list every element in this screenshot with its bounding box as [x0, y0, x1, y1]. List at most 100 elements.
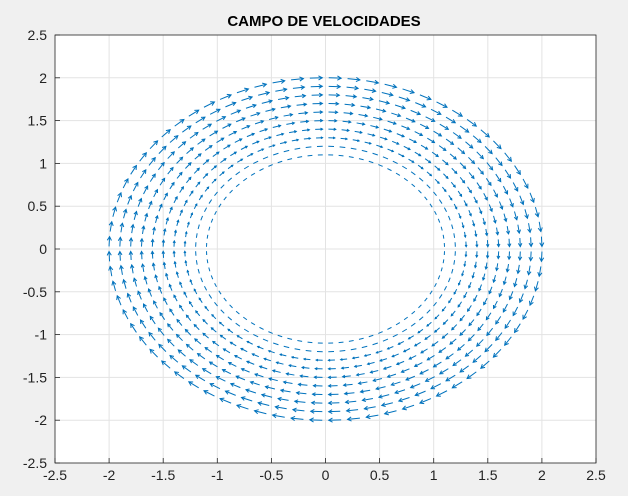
velocity-arrow: [433, 327, 441, 333]
velocity-arrow: [150, 238, 155, 247]
velocity-arrow: [387, 326, 392, 330]
velocity-arrow: [495, 227, 500, 236]
velocity-arrow: [235, 117, 246, 123]
velocity-arrow: [184, 259, 188, 267]
velocity-arrow: [495, 316, 502, 325]
velocity-arrow: [294, 147, 301, 150]
velocity-arrow: [243, 328, 249, 333]
velocity-arrow: [263, 357, 272, 362]
x-tick-label: -0.5: [259, 467, 283, 483]
velocity-arrow: [189, 212, 194, 219]
velocity-arrow: [424, 158, 432, 164]
velocity-arrow: [260, 393, 273, 398]
velocity-arrow: [504, 336, 512, 346]
velocity-arrow: [139, 152, 147, 162]
field-ring: [195, 145, 456, 353]
velocity-arrow: [517, 237, 523, 248]
velocity-arrow: [173, 371, 185, 379]
velocity-arrow: [154, 274, 158, 283]
velocity-arrow: [215, 376, 226, 382]
velocity-arrow: [186, 221, 190, 228]
velocity-arrow: [363, 353, 372, 357]
velocity-arrow: [345, 94, 358, 99]
velocity-arrow: [108, 220, 114, 232]
velocity-arrow: [185, 162, 192, 169]
velocity-arrow: [126, 292, 132, 303]
velocity-arrow: [216, 137, 225, 143]
velocity-arrow: [223, 196, 227, 201]
velocity-arrow: [202, 332, 209, 339]
velocity-arrow: [486, 327, 494, 337]
velocity-arrow: [394, 389, 406, 395]
velocity-arrow: [154, 214, 159, 223]
velocity-arrow: [529, 192, 535, 204]
velocity-arrow: [353, 364, 362, 368]
velocity-arrow: [261, 99, 274, 104]
velocity-arrow: [537, 221, 543, 233]
y-tick-label: 2.5: [28, 27, 48, 43]
velocity-arrow: [237, 158, 244, 163]
velocity-arrow: [468, 156, 476, 165]
velocity-arrow: [137, 290, 142, 300]
velocity-arrow: [408, 355, 417, 360]
velocity-arrow: [467, 186, 472, 194]
velocity-arrow: [173, 195, 178, 204]
velocity-arrow: [401, 125, 411, 131]
velocity-arrow: [342, 120, 352, 124]
x-axis-ticks: -2.5 -2 -1.5 -1 -0.5 0 0.5 1 1.5 2 2.5: [43, 458, 606, 483]
velocity-arrow: [435, 390, 448, 397]
velocity-arrow: [204, 285, 208, 291]
velocity-arrow: [273, 342, 279, 346]
velocity-arrow: [471, 271, 475, 279]
velocity-arrow: [245, 103, 257, 109]
velocity-arrow: [383, 128, 393, 133]
velocity-arrow: [503, 213, 508, 223]
velocity-arrow: [496, 251, 501, 260]
velocity-arrow: [359, 389, 371, 394]
velocity-arrow: [464, 251, 468, 258]
velocity-arrow: [227, 177, 233, 182]
velocity-arrow: [158, 285, 163, 294]
velocity-arrow: [453, 203, 458, 210]
velocity-arrow: [218, 290, 222, 295]
velocity-arrow: [201, 368, 212, 375]
velocity-arrow: [271, 413, 285, 419]
y-tick-label: -1.5: [23, 369, 47, 385]
velocity-arrow: [328, 92, 341, 98]
velocity-arrow: [143, 185, 149, 195]
velocity-arrow: [437, 275, 441, 280]
velocity-arrow: [365, 414, 379, 420]
velocity-arrow: [189, 190, 194, 197]
velocity-arrow: [426, 171, 433, 177]
velocity-arrow: [467, 334, 475, 342]
velocity-arrow: [344, 102, 356, 107]
velocity-arrow: [222, 348, 231, 354]
velocity-arrow: [151, 262, 156, 271]
velocity-arrow: [441, 306, 447, 312]
velocity-arrow: [327, 367, 336, 371]
field-ring: [150, 110, 501, 388]
velocity-arrow: [214, 210, 217, 215]
velocity-arrow: [451, 324, 458, 331]
velocity-arrow: [283, 149, 290, 153]
velocity-arrow: [372, 378, 383, 382]
velocity-arrow: [202, 172, 209, 179]
velocity-arrow: [475, 251, 479, 259]
velocity-arrow: [448, 215, 451, 221]
x-tick-label: 1: [430, 467, 438, 483]
velocity-arrow: [533, 281, 539, 292]
velocity-arrow: [433, 191, 437, 197]
x-tick-label: 1.5: [478, 467, 498, 483]
velocity-arrow: [327, 384, 338, 388]
velocity-arrow: [282, 380, 293, 385]
velocity-arrow: [448, 297, 453, 304]
velocity-arrow: [339, 146, 346, 148]
velocity-arrow: [262, 156, 269, 160]
field-ring: [128, 92, 523, 406]
velocity-arrow: [506, 226, 511, 235]
velocity-arrow: [292, 85, 306, 90]
velocity-arrow: [177, 141, 187, 149]
velocity-arrow: [327, 375, 337, 380]
velocity-arrow: [224, 390, 236, 396]
